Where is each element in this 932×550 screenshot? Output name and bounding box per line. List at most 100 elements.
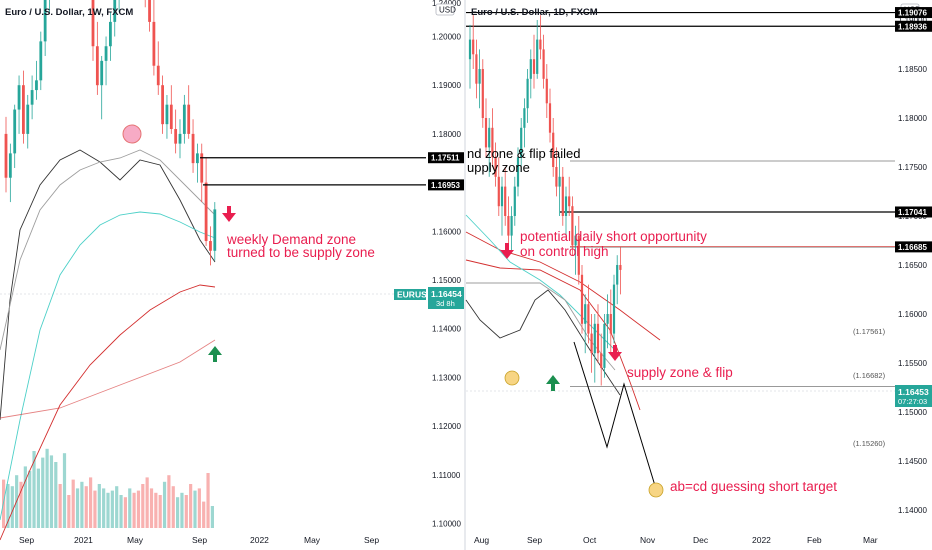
daily-candle-body (600, 353, 603, 368)
ref-level-2: (1.16682) (853, 371, 886, 380)
volume-bar (23, 466, 27, 528)
volume-bar (54, 462, 58, 528)
daily-y-tick: 1.18500 (898, 65, 927, 74)
candle-body (165, 104, 169, 125)
daily-price-axis[interactable] (895, 0, 932, 550)
volume-bar (119, 495, 123, 528)
target-circle (648, 482, 664, 498)
volume-bar (149, 488, 154, 528)
highlight-circle (122, 124, 142, 144)
daily-candle-body (606, 314, 609, 324)
daily-y-tick: 1.15500 (898, 359, 927, 368)
candle-body (191, 133, 195, 164)
daily-y-tick: 1.15000 (898, 408, 927, 417)
volume-bar (136, 490, 141, 528)
candle-body (213, 209, 217, 251)
swing-low-circle (504, 370, 520, 386)
candle-body (196, 153, 199, 164)
daily-x-tick: 2022 (752, 535, 771, 545)
symbol-badge-text: EURUSD (397, 290, 433, 300)
weekly-y-tick: 1.14000 (432, 325, 461, 334)
daily-y-ticks: 1.240001.235001.230001.225001.220001.215… (898, 16, 927, 515)
candlesticks (4, 0, 217, 266)
daily-y-tick: 1.17500 (898, 163, 927, 172)
volume-bar (84, 486, 88, 528)
weekly-chart-title: Euro / U.S. Dollar, 1W, FXCM (5, 7, 133, 18)
candle-body (13, 109, 17, 154)
daily-candle-body (609, 314, 612, 334)
volume-bar (102, 488, 106, 528)
daily-x-tick: Nov (640, 535, 656, 545)
daily-candle-body (561, 176, 564, 216)
volume-bar (115, 486, 119, 528)
candle-body (8, 153, 12, 178)
daily-candle-body (484, 118, 488, 148)
daily-candle-body (545, 78, 548, 104)
daily-candle-body (603, 323, 606, 368)
daily-x-tick: Dec (693, 535, 709, 545)
daily-level-label-bg (895, 206, 932, 218)
red-down-arrow (222, 206, 236, 222)
weekly-x-tick: Sep (19, 535, 34, 545)
daily-x-tick: Sep (527, 535, 542, 545)
daily-y-tick: 1.14500 (898, 457, 927, 466)
candle-body (204, 182, 208, 242)
volume-bar (197, 488, 201, 528)
volume-bar (141, 484, 145, 528)
volume-bar (93, 490, 97, 528)
daily-level-label-bg (895, 241, 932, 253)
daily-chart-pane[interactable]: nd zone & flip failed upply zone potenti… (465, 0, 932, 550)
daily-candle-body (574, 235, 577, 246)
candle-body (43, 0, 47, 42)
daily-candle-body (539, 39, 542, 50)
daily-candle-body (587, 304, 590, 334)
volume-bar (28, 470, 32, 528)
candle-body (30, 90, 34, 105)
candle-body (4, 133, 8, 178)
daily-x-tick: Oct (583, 535, 597, 545)
volume-bar (206, 473, 210, 528)
weekly-y-tick: 1.11000 (432, 471, 461, 480)
volume-bar (167, 475, 171, 528)
weekly-price-axis[interactable] (426, 0, 464, 550)
candle-body (209, 241, 212, 251)
daily-candle-body (596, 323, 600, 354)
daily-candle-body (529, 59, 532, 79)
daily-candle-body (507, 216, 510, 236)
daily-red-down-arrow-2 (608, 345, 622, 361)
volume-bars (2, 448, 214, 528)
daily-candle-body (491, 127, 494, 158)
daily-candle-body (475, 54, 478, 84)
candle-body (169, 104, 173, 130)
daily-candle-body (478, 69, 481, 84)
volume-bar (58, 484, 62, 528)
volume-bar (45, 448, 49, 528)
candle-body (100, 60, 104, 86)
candle-body (200, 153, 204, 183)
daily-moving-average-line (465, 259, 641, 411)
candle-body (152, 21, 156, 66)
cut-text-line2: upply zone (467, 160, 530, 175)
volume-bar (154, 492, 158, 528)
volume-bar (32, 451, 36, 528)
moving-averages (0, 149, 216, 541)
weekly-y-tick: 1.20000 (432, 33, 461, 42)
candle-body (26, 104, 30, 134)
candle-body (91, 0, 95, 47)
daily-red-down-arrow-1 (500, 243, 514, 259)
candle-body (35, 80, 38, 91)
daily-price-tag-value: 1.16453 (898, 387, 929, 397)
weekly-y-tick: 1.18000 (432, 130, 461, 139)
weekly-chart-pane[interactable]: weekly Demand zone turned to be supply z… (0, 0, 464, 550)
supply-flip-annotation: supply zone & flip (627, 365, 733, 380)
candle-body (174, 129, 178, 144)
daily-moving-average-line (465, 231, 661, 341)
volume-bar (71, 479, 75, 528)
daily-moving-average-line (465, 289, 621, 396)
weekly-currency-label: USD (439, 6, 456, 15)
daily-candle-body (571, 206, 574, 246)
level-label: 1.17511 (431, 154, 460, 163)
cut-text-line1: nd zone & flip failed (467, 146, 580, 161)
volume-bar (49, 455, 54, 528)
target-annotation: ab=cd guessing short target (670, 479, 837, 494)
